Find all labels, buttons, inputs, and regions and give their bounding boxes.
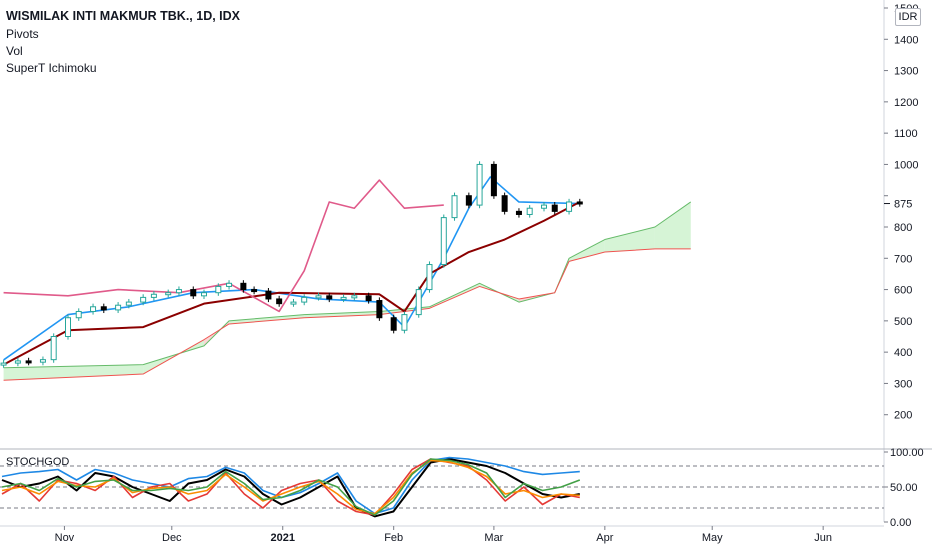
candle-body	[150, 293, 157, 298]
time-tick-label: Apr	[596, 532, 613, 544]
candle-body	[326, 295, 333, 300]
chart-title: WISMILAK INTI MAKMUR TBK., 1D, IDX	[6, 9, 241, 23]
candle-body	[451, 195, 458, 219]
cloud-segment	[654, 201, 691, 249]
candle-body	[390, 317, 397, 331]
candle-body	[515, 210, 522, 215]
candle-body	[541, 204, 547, 209]
lagging-line	[3, 179, 444, 313]
stoch-black-line	[1, 458, 580, 518]
cloud-segment	[304, 311, 380, 318]
price-tick-label: 200	[894, 410, 912, 422]
time-tick-label: May	[702, 532, 723, 544]
cloud-segment	[3, 364, 144, 381]
candle-body	[75, 310, 82, 319]
candle-body	[125, 301, 132, 306]
candle-body	[265, 290, 272, 300]
candle-body	[365, 295, 372, 302]
candle-body	[476, 163, 483, 206]
candle-body	[190, 289, 197, 297]
candle-body	[0, 362, 7, 366]
candle-body	[215, 285, 222, 294]
candle-body	[301, 296, 308, 303]
time-tick-label: Nov	[55, 532, 75, 544]
candle-body	[100, 306, 107, 311]
candle-body	[426, 264, 433, 291]
stoch-red-line	[1, 458, 580, 516]
last-price-label: 875	[894, 199, 912, 211]
candle-body	[90, 306, 97, 312]
indicator-vol-label[interactable]: Vol	[6, 44, 23, 58]
candle-body	[14, 360, 21, 364]
candle-body	[290, 301, 297, 305]
candle-body	[376, 300, 383, 319]
stoch-tick-label: 100.00	[890, 447, 924, 459]
stoch-orange-line	[1, 459, 580, 515]
candle-body	[566, 201, 573, 212]
candle-body	[50, 336, 57, 361]
indicator-ichimoku-label[interactable]: SuperT Ichimoku	[6, 61, 97, 75]
conversion-line	[3, 176, 580, 361]
candle-body	[65, 317, 71, 338]
candle-body	[551, 204, 558, 212]
price-tick-label: 1000	[894, 159, 918, 171]
candle-body	[240, 282, 247, 291]
candle-body	[115, 304, 122, 311]
time-tick-label: Dec	[162, 532, 182, 544]
price-tick-label: 1200	[894, 97, 918, 109]
candle-body	[251, 289, 258, 293]
time-tick-label: Jun	[814, 532, 832, 544]
cloud-segment	[569, 239, 605, 262]
price-tick-label: 700	[894, 253, 912, 265]
candle-body	[415, 289, 422, 316]
candle-body	[25, 360, 32, 364]
time-tick-label: Mar	[484, 532, 503, 544]
candle-body	[315, 295, 322, 299]
candle-body	[39, 359, 46, 363]
price-tick-label: 800	[894, 222, 912, 234]
candle-body	[340, 296, 347, 300]
cloud-span-a-line	[3, 201, 692, 369]
candle-body	[201, 292, 207, 297]
stoch-blue-line	[1, 456, 580, 515]
price-tick-label: 600	[894, 285, 912, 297]
price-tick-label: 300	[894, 378, 912, 390]
stoch-tick-label: 50.00	[890, 482, 918, 494]
price-tick-label: 500	[894, 316, 912, 328]
price-tick-label: 1300	[894, 66, 918, 78]
price-tick-label: 400	[894, 347, 912, 359]
stoch-tick-label: 0.00	[890, 517, 911, 529]
price-tick-label: 1400	[894, 34, 918, 46]
time-tick-label: 2021	[270, 532, 294, 544]
candle-body	[276, 298, 283, 305]
candle-body	[165, 292, 172, 296]
candle-body	[440, 217, 447, 266]
candle-body	[140, 296, 147, 303]
cloud-segment	[229, 314, 305, 324]
cloud-segment	[604, 227, 655, 253]
candle-body	[576, 201, 583, 205]
base-line	[3, 201, 581, 366]
stoch-green-line	[1, 458, 581, 516]
price-tick-label: 1100	[894, 128, 918, 140]
candle-body	[226, 282, 233, 287]
time-tick-label: Feb	[384, 532, 403, 544]
candle-body	[490, 163, 497, 197]
candle-body	[465, 195, 472, 206]
subpane-label: STOCHGOD	[6, 456, 70, 468]
candle-body	[351, 295, 358, 299]
candle-body	[401, 314, 408, 331]
indicator-pivots-label[interactable]: Pivots	[6, 27, 39, 41]
cloud-span-b-line	[3, 248, 691, 381]
currency-badge[interactable]: IDR	[895, 8, 921, 26]
candle-body	[175, 289, 182, 294]
candle-body	[526, 207, 533, 215]
candle-body	[501, 195, 508, 212]
